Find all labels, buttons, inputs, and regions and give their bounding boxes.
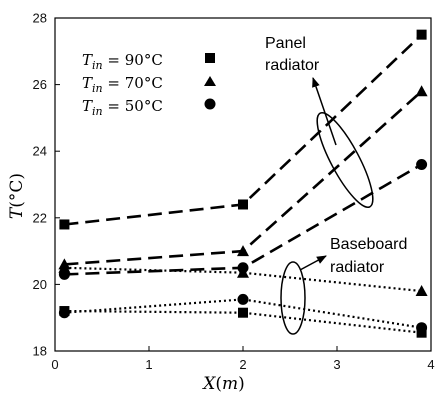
legend-label-90: Tin = 90°C <box>82 51 163 72</box>
annotation-baseboard-arrow <box>299 255 327 271</box>
data-point-triangle <box>415 85 428 97</box>
annotation-baseboard-line1: Baseboard <box>330 236 407 253</box>
legend-marker-triangle <box>204 76 216 86</box>
annotation-panel-arrow <box>312 77 337 146</box>
data-point-triangle <box>58 261 71 273</box>
data-point-square <box>238 199 248 210</box>
x-tick-label: 2 <box>239 357 246 372</box>
legend-entry-50: Tin = 50°C <box>82 97 216 118</box>
x-tick-label: 3 <box>333 357 340 372</box>
legend-label-70: Tin = 70°C <box>82 74 163 95</box>
y-tick-label: 18 <box>33 344 47 359</box>
annotation-panel: Panel radiator <box>265 35 374 209</box>
y-tick-label: 24 <box>33 144 47 159</box>
annotation-panel-line2: radiator <box>265 57 320 74</box>
legend-label-50: Tin = 50°C <box>82 97 163 118</box>
annotation-baseboard-ellipse <box>280 261 306 335</box>
data-point-square <box>59 219 70 230</box>
y-axis-label: T(°C) <box>7 173 27 219</box>
y-tick-label: 26 <box>33 77 47 92</box>
data-point-circle <box>237 293 249 305</box>
legend-marker-circle <box>204 98 216 110</box>
legend-marker-square <box>205 53 215 63</box>
data-point-square <box>416 29 427 40</box>
x-axis-label: X(m) <box>201 374 245 394</box>
data-point-square <box>238 307 248 318</box>
data-point-triangle <box>237 266 249 278</box>
annotation-baseboard: Baseboard radiator <box>280 236 407 335</box>
marker-layer <box>58 29 428 338</box>
y-tick-label: 20 <box>33 277 47 292</box>
data-point-circle <box>416 322 428 334</box>
legend: Tin = 90°C Tin = 70°C Tin = 50°C <box>82 51 216 118</box>
x-tick-label: 0 <box>51 357 58 372</box>
legend-entry-70: Tin = 70°C <box>82 74 216 95</box>
tick-layer: 0 1 2 3 4 18 20 22 24 26 28 <box>33 11 435 373</box>
data-point-triangle <box>237 245 249 257</box>
data-point-circle <box>58 307 70 319</box>
x-tick-label: 4 <box>427 357 434 372</box>
data-point-triangle <box>415 285 428 297</box>
y-tick-label: 28 <box>33 11 47 26</box>
legend-entry-90: Tin = 90°C <box>82 51 215 72</box>
annotation-panel-line1: Panel <box>265 35 306 52</box>
data-point-circle <box>416 159 428 171</box>
x-tick-label: 1 <box>145 357 152 372</box>
annotation-baseboard-line2: radiator <box>330 259 385 276</box>
annotation-panel-ellipse <box>316 111 374 209</box>
y-tick-label: 22 <box>33 210 47 225</box>
